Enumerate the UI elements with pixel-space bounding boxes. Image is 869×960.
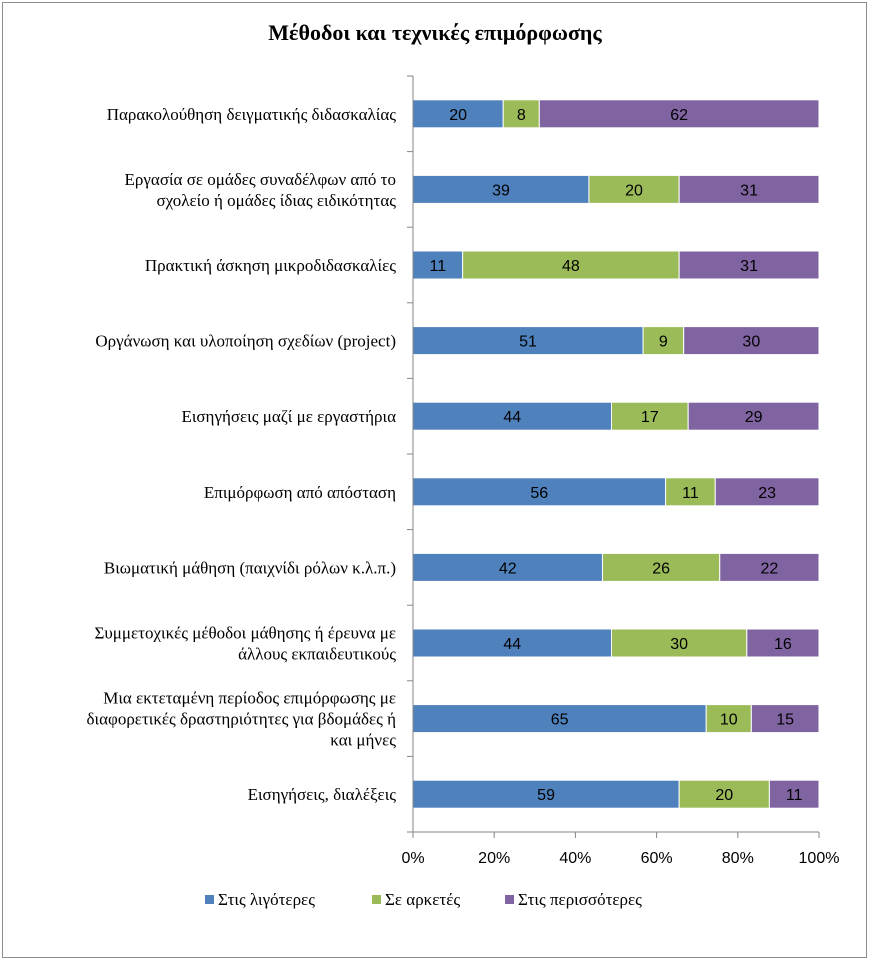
x-tick-label: 0% (401, 850, 424, 867)
data-label: 62 (670, 107, 688, 124)
bar-segment (714, 477, 820, 507)
category-label: Παρακολούθηση δειγματικής διδασκαλίας (107, 105, 397, 124)
data-label: 9 (659, 334, 668, 351)
legend-swatch (205, 895, 214, 904)
category-label: Πρακτική άσκηση μικροδιδασκαλίες (145, 256, 396, 275)
category-label: Οργάνωση και υλοποίηση σχεδίων (project) (95, 332, 396, 351)
bar-segment (412, 99, 504, 129)
data-label: 10 (720, 712, 738, 729)
category-label-line: και μήνες (330, 731, 396, 750)
data-label: 17 (641, 409, 659, 426)
x-tick-label: 40% (559, 850, 591, 867)
x-tick-label: 80% (722, 850, 754, 867)
data-label: 15 (776, 712, 794, 729)
category-label-line: Εισηγήσεις μαζί με εργαστήρια (181, 407, 396, 426)
data-label: 26 (652, 560, 670, 577)
category-label-line: Συμμετοχικές μέθοδοι μάθησης ή έρευνα με (94, 624, 396, 643)
data-label: 23 (758, 485, 776, 502)
category-label: Εισηγήσεις μαζί με εργαστήρια (181, 407, 396, 426)
category-label-line: σχολείο ή ομάδες ίδιας ειδικότητας (156, 191, 396, 210)
data-label: 11 (682, 485, 699, 502)
category-label-line: Επιμόρφωση από απόσταση (204, 483, 396, 502)
data-label: 65 (551, 712, 569, 729)
bar-segment (705, 704, 752, 734)
category-label: Εργασία σε ομάδες συναδέλφων από το σχολε… (125, 170, 397, 210)
bar-segment (538, 99, 820, 129)
bar-segment (683, 326, 820, 356)
bar-segment (412, 174, 590, 204)
category-label: Βιωματική μάθηση (παιχνίδι ρόλων κ.λ.π.) (104, 558, 396, 577)
bar-segment (412, 628, 612, 658)
category-label-line: Βιωματική μάθηση (παιχνίδι ρόλων κ.λ.π.) (104, 558, 396, 577)
category-label-line: Οργάνωση και υλοποίηση σχεδίων (project) (95, 332, 396, 351)
category-label: Επιμόρφωση από απόσταση (204, 483, 396, 502)
bar-segment (746, 628, 820, 658)
legend-swatch (372, 895, 381, 904)
category-label: Μια εκτεταμένη περίοδος επιμόρφωσης με δι… (87, 689, 397, 750)
bar-segment (687, 401, 820, 431)
bar-segment (462, 250, 680, 280)
category-label-line: Εισηγήσεις, διαλέξεις (248, 785, 397, 804)
data-label: 31 (740, 182, 758, 199)
bar-segment (678, 250, 820, 280)
chart-title: Μέθοδοι και τεχνικές επιμόρφωσης (268, 20, 602, 45)
data-label: 30 (742, 334, 760, 351)
x-tick-label: 100% (799, 850, 840, 867)
data-label: 56 (530, 485, 548, 502)
data-label: 20 (715, 787, 733, 804)
data-label: 20 (449, 107, 467, 124)
data-label: 20 (625, 182, 643, 199)
category-label: Συμμετοχικές μέθοδοι μάθησης ή έρευνα με… (94, 624, 396, 664)
legend-label: Σε αρκετές (385, 890, 460, 909)
bar-segment (502, 99, 540, 129)
legend-swatch (505, 895, 514, 904)
data-label: 16 (774, 636, 792, 653)
bar-segment (678, 174, 820, 204)
data-label: 22 (760, 560, 778, 577)
bar-segment (588, 174, 680, 204)
legend: Στις λιγότερες Σε αρκετές Στις περισσότερε… (205, 890, 642, 909)
data-label: 51 (519, 334, 537, 351)
bar-segment (412, 552, 603, 582)
data-label: 31 (740, 258, 758, 275)
category-label-line: Εργασία σε ομάδες συναδέλφων από το (125, 170, 396, 189)
data-label: 8 (517, 107, 526, 124)
x-tick-label: 20% (478, 850, 510, 867)
category-label-line: άλλους εκπαιδευτικούς (238, 645, 396, 664)
category-label-line: Πρακτική άσκηση μικροδιδασκαλίες (145, 256, 396, 275)
data-label: 29 (745, 409, 763, 426)
bar-segment (719, 552, 820, 582)
bar-segment (642, 326, 685, 356)
bar-segment (412, 779, 680, 809)
category-label-line: Παρακολούθηση δειγματικής διδασκαλίας (107, 105, 397, 124)
data-label: 48 (562, 258, 580, 275)
data-label: 11 (430, 258, 447, 275)
data-label: 39 (492, 182, 510, 199)
data-label: 11 (786, 787, 803, 804)
category-label: Εισηγήσεις, διαλέξεις (248, 785, 397, 804)
bar-segment (750, 704, 820, 734)
bar-segment (768, 779, 820, 809)
legend-label: Στις λιγότερες (218, 890, 315, 909)
data-label: 59 (537, 787, 555, 804)
data-label: 30 (670, 636, 688, 653)
data-label: 44 (503, 636, 521, 653)
bar-segment (412, 401, 612, 431)
data-label: 42 (499, 560, 517, 577)
category-label-line: διαφορετικές δραστηριότητες για βδομάδες… (87, 710, 396, 729)
category-label-line: Μια εκτεταμένη περίοδος επιμόρφωσης με (103, 689, 396, 708)
x-tick-label: 60% (641, 850, 673, 867)
bar-segment (665, 477, 716, 507)
data-label: 44 (503, 409, 521, 426)
plot-area: 20 8 62 Παρακολούθηση δειγματικής διδασκαλί… (87, 75, 840, 867)
legend-label: Στις περισσότερες (518, 890, 642, 909)
bar-segment (601, 552, 721, 582)
